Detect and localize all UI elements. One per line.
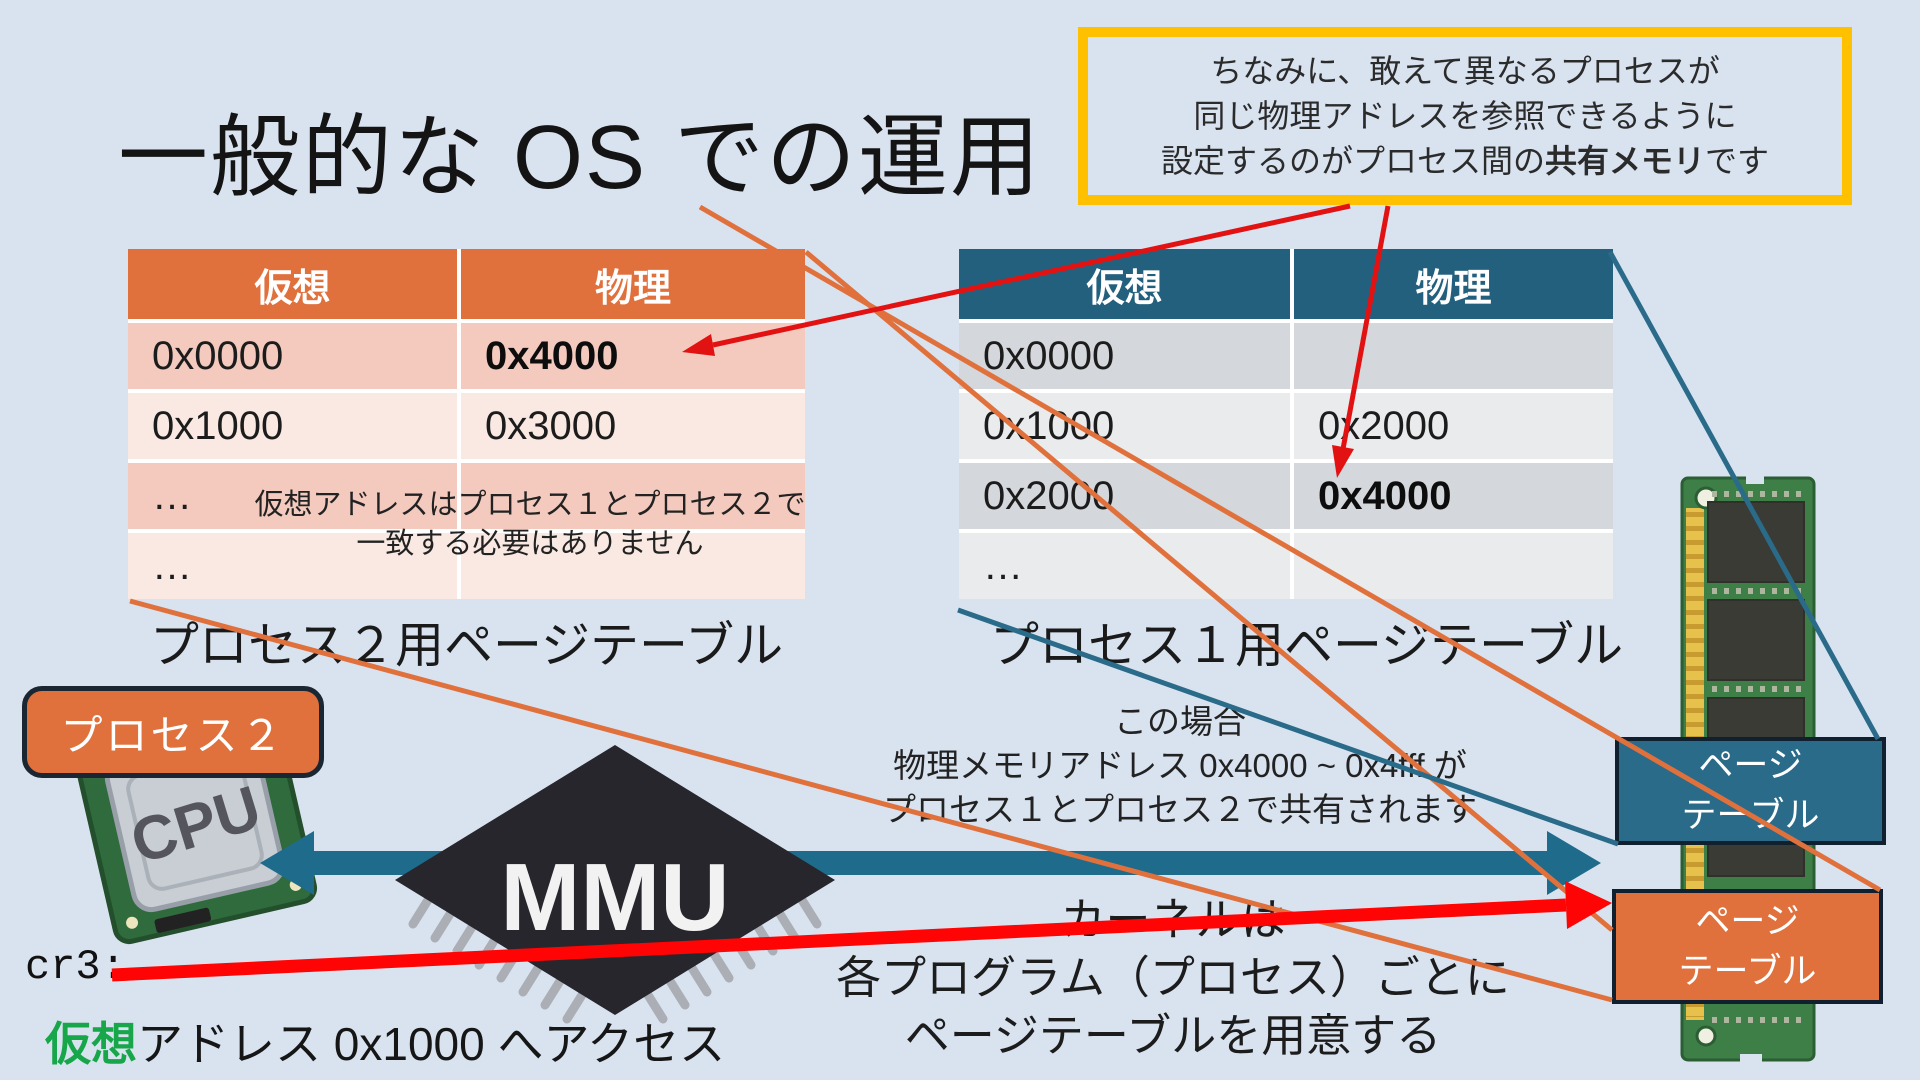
teal-box-line1: ページ [1698,746,1803,785]
p2-header-virtual: 仮想 [128,249,457,319]
virtual-access-rest: アドレス 0x1000 へアクセス [137,1018,726,1070]
mmu-chip-illustration-icon: MMU [395,745,835,1024]
kernel-note: カーネルは 各プログラム（プロセス）ごとに ページテーブルを用意する [820,891,1526,1065]
virtual-address-note: 仮想アドレスはプロセス１とプロセス２で 一致する必要はありません [230,486,830,564]
shared-range-line1: この場合 [1114,703,1246,740]
table-cell [1294,323,1613,389]
process2-badge: プロセス２ [22,686,324,778]
table-cell: … [128,533,457,599]
process2-table-caption: プロセス２用ページテーブル [150,619,784,673]
callout-line-3: 設定するのがプロセス間の共有メモリです [1088,139,1842,184]
process1-page-table: 仮想 物理 0x0000 0x1000 0x2000 0x2000 0x4000… [959,249,1613,599]
shared-memory-callout: ちなみに、敢えて異なるプロセスが 同じ物理アドレスを参照できるように 設定するの… [1078,27,1852,205]
table-cell: 0x1000 [128,393,457,459]
mmu-label: MMU [500,844,729,951]
table-cell: 0x1000 [959,393,1290,459]
process2-pagetable-memory-box: ページ テーブル [1612,889,1883,1004]
shared-range-note: この場合 物理メモリアドレス 0x4000 ~ 0x4fff が プロセス１とプ… [880,700,1480,832]
table-cell: 0x3000 [461,393,805,459]
p2-shared-physical-address: 0x4000 [461,323,805,389]
p1-header-virtual: 仮想 [959,249,1290,319]
table-cell: … [128,463,457,529]
virtual-address-note-line2: 一致する必要はありません [356,528,704,560]
kernel-note-line3: ページテーブルを用意する [904,1010,1442,1061]
cr3-register-label: cr3: [25,943,126,991]
table-cell: 0x2000 [1294,393,1613,459]
orange-box-line1: ページ [1695,901,1800,941]
callout-line-3-prefix: 設定するのがプロセス間の [1160,142,1545,179]
virtual-access-label: 仮想アドレス 0x1000 へアクセス [45,1008,725,1074]
kernel-note-line2: 各プログラム（プロセス）ごとに [836,952,1510,1003]
process1-table-caption: プロセス１用ページテーブル [990,619,1624,673]
callout-line-3-suffix: です [1705,142,1770,179]
process1-pagetable-memory-box: ページ テーブル [1615,737,1886,845]
shared-range-line2: 物理メモリアドレス 0x4000 ~ 0x4fff が [893,747,1467,784]
table-cell: 0x0000 [128,323,457,389]
page-title: 一般的な OS での運用 [118,108,1043,208]
callout-shared-memory-term: 共有メモリ [1544,142,1705,179]
teal-box-line2: テーブル [1681,796,1820,835]
table-cell: 0x0000 [959,323,1290,389]
p1-shared-physical-address: 0x4000 [1294,463,1613,529]
callout-line-1: ちなみに、敢えて異なるプロセスが [1210,52,1720,89]
table-cell: … [959,533,1290,599]
orange-box-line2: テーブル [1678,951,1817,991]
virtual-address-note-line1: 仮想アドレスはプロセス１とプロセス２で [254,489,806,521]
table-cell [1294,533,1613,599]
p2-header-physical: 物理 [461,249,805,319]
table-cell: 0x2000 [959,463,1290,529]
virtual-word-highlight: 仮想 [45,1018,137,1070]
p1-header-physical: 物理 [1294,249,1613,319]
callout-line-2: 同じ物理アドレスを参照できるように [1193,97,1737,134]
